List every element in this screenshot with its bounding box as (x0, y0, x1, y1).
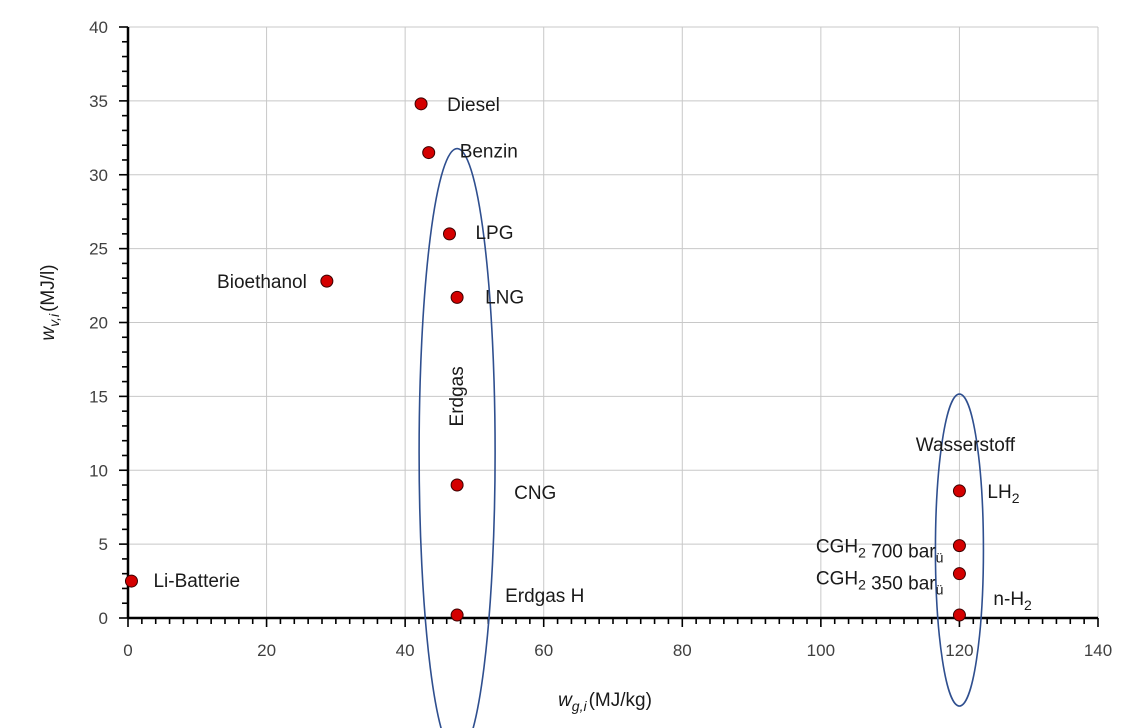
point-label: Erdgas H (505, 586, 584, 607)
data-point-lh (952, 484, 966, 498)
x-axis-title: wg,i (MJ/kg) (558, 690, 652, 714)
point-label: CNG (514, 483, 556, 504)
data-point-cng (450, 478, 464, 492)
wasserstoff-group-label: Wasserstoff (916, 435, 1016, 456)
data-point-li-batterie (124, 574, 138, 588)
erdgas-group-label: Erdgas (447, 366, 468, 426)
point-label: CGH2 700 barü (816, 537, 944, 566)
y-tick-label: 15 (89, 387, 108, 406)
data-point-lng (450, 290, 464, 304)
data-point-lpg (442, 227, 456, 241)
y-tick-labels: 0 5 10 15 20 25 30 35 40 (89, 18, 108, 628)
data-point-n-h (952, 608, 966, 622)
point-label: CGH2 350 barü (816, 569, 944, 598)
group-ellipses: Erdgas Wasserstoff (418, 147, 1016, 728)
x-tick-label: 20 (257, 641, 276, 660)
x-tick-label: 0 (123, 641, 132, 660)
y-tick-label: 30 (89, 166, 108, 185)
y-tick-label: 10 (89, 461, 108, 480)
x-tick-label: 120 (945, 641, 973, 660)
data-point-cgh (952, 539, 966, 553)
x-tick-labels: 0 20 40 60 80 100 120 140 (123, 641, 1112, 660)
wasserstoff-group-ellipse (934, 393, 985, 707)
y-tick-label: 0 (99, 609, 108, 628)
point-label: Bioethanol (217, 272, 307, 293)
data-point-bioethanol (320, 274, 334, 288)
x-tick-label: 60 (534, 641, 553, 660)
data-point-cgh (952, 567, 966, 581)
data-points (124, 97, 966, 622)
point-label: LH2 (987, 482, 1019, 506)
x-tick-label: 80 (673, 641, 692, 660)
y-axis-title: wv,i(MJ/l) (38, 264, 62, 340)
data-point-erdgas-h (450, 608, 464, 622)
x-tick-label: 140 (1084, 641, 1112, 660)
point-label: Li-Batterie (153, 571, 240, 592)
grid (128, 26, 1099, 618)
y-tick-label: 5 (99, 535, 108, 554)
y-tick-label: 25 (89, 240, 108, 259)
axes (119, 26, 1099, 627)
point-label: LPG (475, 223, 513, 244)
point-label: n-H2 (993, 589, 1032, 613)
erdgas-group-ellipse (418, 147, 496, 728)
point-label: Benzin (460, 142, 518, 163)
y-tick-label: 35 (89, 92, 108, 111)
data-point-diesel (414, 97, 428, 111)
x-tick-label: 100 (807, 641, 835, 660)
y-tick-label: 20 (89, 314, 108, 333)
point-labels: Li-Batterie Bioethanol Diesel Benzin LPG LNG C… (153, 95, 1032, 613)
data-point-benzin (422, 146, 436, 160)
point-label: Diesel (447, 95, 500, 116)
point-label: LNG (485, 287, 524, 308)
x-tick-label: 40 (396, 641, 415, 660)
y-tick-label: 40 (89, 18, 108, 37)
